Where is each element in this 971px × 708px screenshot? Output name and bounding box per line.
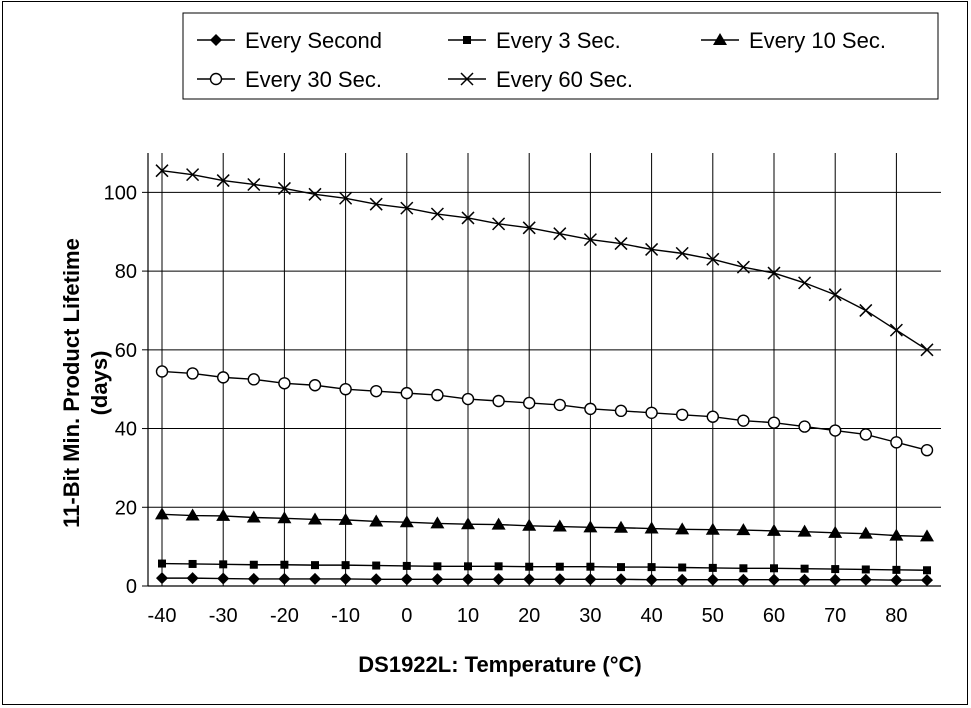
data-point: [189, 560, 197, 568]
y-axis-label-line1: 11-Bit Min. Product Lifetime: [59, 238, 84, 528]
data-point: [187, 368, 198, 379]
data-point: [801, 565, 809, 573]
x-tick-label: 10: [457, 605, 479, 627]
x-tick-label: 30: [579, 605, 601, 627]
data-point: [585, 403, 596, 414]
data-point: [862, 565, 870, 573]
plot-area: [148, 153, 941, 586]
y-tick-label: 40: [115, 419, 137, 441]
data-point: [340, 384, 351, 395]
legend-marker: [211, 74, 222, 85]
data-point: [646, 407, 657, 418]
x-tick-label: 20: [518, 605, 540, 627]
x-tick-label: 0: [401, 605, 412, 627]
data-point: [493, 395, 504, 406]
data-point: [342, 561, 350, 569]
data-point: [310, 380, 321, 391]
data-point: [401, 388, 412, 399]
data-point: [707, 411, 718, 422]
x-tick-label: -20: [270, 605, 299, 627]
data-point: [219, 560, 227, 568]
data-point: [648, 563, 656, 571]
data-point: [311, 561, 319, 569]
data-point: [892, 566, 900, 574]
data-point: [371, 386, 382, 397]
data-point: [556, 563, 564, 571]
legend-label: Every Second: [245, 28, 382, 53]
data-point: [463, 394, 474, 405]
data-point: [922, 445, 933, 456]
data-point: [280, 561, 288, 569]
data-point: [248, 374, 259, 385]
x-tick-label: -10: [331, 605, 360, 627]
data-point: [617, 563, 625, 571]
y-tick-label: 80: [115, 261, 137, 283]
data-point: [495, 562, 503, 570]
data-point: [677, 409, 688, 420]
y-tick-label: 0: [126, 576, 137, 598]
y-tick-label: 60: [115, 340, 137, 362]
x-tick-label: 60: [763, 605, 785, 627]
x-tick-label: -40: [148, 605, 177, 627]
data-point: [432, 390, 443, 401]
data-point: [616, 405, 627, 416]
data-point: [525, 563, 533, 571]
data-point: [250, 561, 258, 569]
data-point: [769, 417, 780, 428]
data-point: [586, 563, 594, 571]
data-point: [158, 560, 166, 568]
y-tick-label: 100: [104, 182, 137, 204]
x-axis-label: DS1922L: Temperature (°C): [358, 652, 641, 677]
y-axis-label-line2: (days): [87, 351, 112, 416]
data-point: [709, 564, 717, 572]
data-point: [464, 562, 472, 570]
legend-label: Every 3 Sec.: [496, 28, 621, 53]
data-point: [403, 562, 411, 570]
data-point: [799, 421, 810, 432]
data-point: [830, 425, 841, 436]
legend: Every Second Every 3 Sec. Every 10 Sec. Eve…: [183, 13, 938, 99]
data-point: [770, 564, 778, 572]
legend-label: Every 10 Sec.: [749, 28, 886, 53]
data-point: [372, 562, 380, 570]
data-point: [923, 566, 931, 574]
data-point: [279, 378, 290, 389]
x-tick-label: 40: [640, 605, 662, 627]
data-point: [433, 562, 441, 570]
data-point: [831, 565, 839, 573]
x-tick-label: 80: [885, 605, 907, 627]
y-tick-label: 20: [115, 497, 137, 519]
data-point: [524, 397, 535, 408]
data-point: [860, 429, 871, 440]
legend-marker: [463, 36, 471, 44]
x-tick-label: 70: [824, 605, 846, 627]
data-point: [554, 399, 565, 410]
data-point: [739, 564, 747, 572]
legend-label: Every 60 Sec.: [496, 67, 633, 92]
data-point: [678, 563, 686, 571]
x-tick-label: 50: [702, 605, 724, 627]
legend-label: Every 30 Sec.: [245, 67, 382, 92]
x-tick-label: -30: [209, 605, 238, 627]
data-point: [891, 437, 902, 448]
data-point: [157, 366, 168, 377]
data-point: [218, 372, 229, 383]
data-point: [738, 415, 749, 426]
